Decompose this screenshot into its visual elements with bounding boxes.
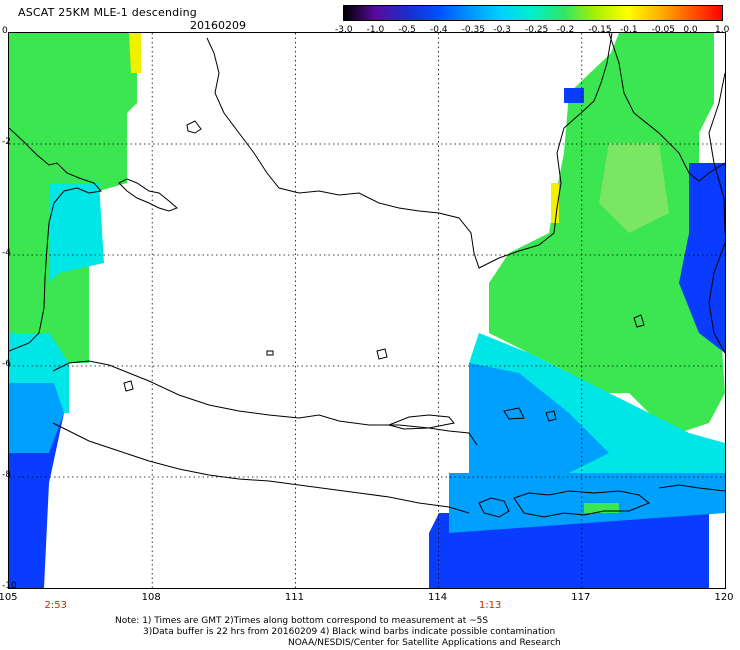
ascat-swaths bbox=[9, 33, 725, 588]
latitude-tick-label: 0 bbox=[2, 26, 8, 36]
colorbar-tick-label: -0.4 bbox=[430, 25, 448, 35]
colorbar-tick-label: -0.5 bbox=[398, 25, 416, 35]
colorbar-tick-label: -0.25 bbox=[525, 25, 549, 35]
note-line-3: NOAA/NESDIS/Center for Satellite Applica… bbox=[288, 638, 561, 648]
coastline-lombok-sumbawa bbox=[513, 490, 650, 518]
swath-east-yellow bbox=[551, 183, 559, 223]
colorbar-tick-label: -3.0 bbox=[335, 25, 353, 35]
coastline-sulawesi bbox=[708, 72, 725, 234]
coastline-bangka bbox=[118, 178, 178, 212]
coastline-islet-5 bbox=[633, 314, 645, 328]
longitude-tick-label: 111 bbox=[284, 592, 304, 603]
colorbar-tick-label: -1.0 bbox=[366, 25, 385, 35]
swath-east-green-light bbox=[599, 143, 669, 233]
latitude-tick-label: -10 bbox=[2, 581, 17, 591]
swath-east-blue-3 bbox=[564, 88, 584, 103]
coastline-sulawesi-south bbox=[708, 242, 725, 354]
longitude-tick-label: 120 bbox=[714, 592, 734, 603]
swath-west-cyan bbox=[49, 183, 104, 283]
swath-east-lightblue bbox=[469, 363, 609, 473]
colorbar-tick-label: 0.0 bbox=[683, 25, 698, 35]
coastline-islet-3 bbox=[503, 407, 525, 420]
wind-swath-map bbox=[8, 32, 726, 589]
pass-time-label: 1:13 bbox=[478, 600, 502, 611]
coastline-islet-6 bbox=[123, 380, 134, 392]
colorbar-tick-label: -0.05 bbox=[651, 25, 675, 35]
coastline-java-north bbox=[52, 360, 478, 446]
note-line-1: Note: 1) Times are GMT 2)Times along bot… bbox=[115, 616, 489, 626]
coastline-sumatra bbox=[9, 127, 102, 352]
colorbar bbox=[343, 5, 723, 21]
colorbar-ticks: -3.0 -1.0 -0.5 -0.4 -0.35 -0.3 -0.25 -0.2 -0.15-… bbox=[330, 25, 740, 39]
map-date: 20160209 bbox=[190, 19, 246, 32]
coastline-java-south bbox=[52, 422, 470, 514]
longitude-tick-label: 105 bbox=[0, 592, 18, 603]
swath-east-green bbox=[489, 33, 725, 433]
map-canvas bbox=[9, 33, 725, 588]
swath-west-yellow bbox=[129, 33, 141, 73]
latitude-tick-label: -2 bbox=[2, 137, 11, 147]
coastline-belitung bbox=[186, 120, 202, 134]
coastlines bbox=[9, 33, 725, 518]
coastline-islet-1 bbox=[266, 350, 274, 356]
coastline-islet-2 bbox=[376, 348, 388, 360]
note-line-2: 3)Data buffer is 22 hrs from 20160209 4)… bbox=[143, 627, 556, 637]
coastline-islet-4 bbox=[545, 410, 557, 422]
swath-east-blue bbox=[429, 513, 709, 588]
swath-west-lightblue bbox=[9, 383, 64, 453]
longitude-tick-label: 108 bbox=[141, 592, 161, 603]
coastline-bali bbox=[478, 497, 510, 518]
coastline-flores bbox=[658, 484, 725, 492]
swath-east-blue-2 bbox=[679, 163, 725, 353]
coastline-madura bbox=[387, 414, 455, 430]
pass-time-label: 2:53 bbox=[44, 600, 67, 611]
colorbar-tick-label: -0.2 bbox=[556, 25, 575, 35]
colorbar-tick-label: -0.35 bbox=[461, 25, 485, 35]
latitude-tick-label: -4 bbox=[2, 248, 11, 258]
coastline-borneo-east bbox=[608, 33, 725, 182]
longitude-tick-label: 117 bbox=[571, 592, 591, 603]
longitude-tick-label: 114 bbox=[428, 592, 448, 603]
latitude-tick-label: -6 bbox=[2, 359, 11, 369]
colorbar-tick-label: -0.1 bbox=[620, 25, 638, 35]
colorbar-tick-label: -0.15 bbox=[588, 25, 612, 35]
coastline-borneo bbox=[206, 33, 613, 269]
swath-west-blue bbox=[9, 413, 64, 588]
colorbar-tick-label: -0.3 bbox=[493, 25, 511, 35]
map-title: ASCAT 25KM MLE-1 descending bbox=[18, 6, 197, 19]
latitude-tick-label: -8 bbox=[2, 470, 11, 480]
colorbar-tick-label: 1.0 bbox=[715, 25, 730, 35]
